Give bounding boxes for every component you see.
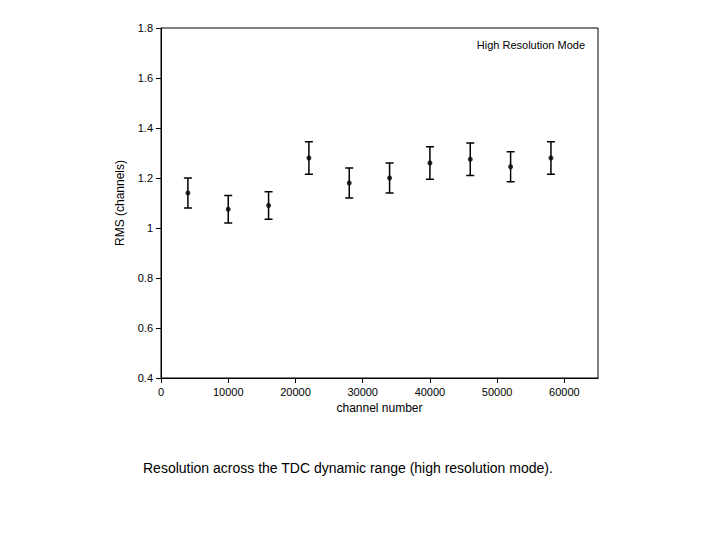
svg-text:40000: 40000	[415, 386, 446, 398]
svg-text:1.4: 1.4	[138, 122, 153, 134]
svg-text:30000: 30000	[347, 386, 378, 398]
svg-text:60000: 60000	[549, 386, 580, 398]
svg-text:50000: 50000	[482, 386, 513, 398]
svg-text:0.4: 0.4	[138, 372, 153, 384]
svg-text:1.2: 1.2	[138, 172, 153, 184]
svg-text:RMS (channels): RMS (channels)	[113, 160, 127, 246]
svg-text:1.6: 1.6	[138, 72, 153, 84]
svg-text:0.6: 0.6	[138, 322, 153, 334]
svg-text:1.8: 1.8	[138, 22, 153, 34]
svg-text:10000: 10000	[213, 386, 244, 398]
svg-text:Resolution across the TDC dyna: Resolution across the TDC dynamic range …	[143, 460, 553, 476]
svg-text:0.8: 0.8	[138, 272, 153, 284]
svg-text:20000: 20000	[280, 386, 311, 398]
svg-text:0: 0	[158, 386, 164, 398]
svg-text:channel number: channel number	[336, 401, 422, 415]
svg-text:1: 1	[147, 222, 153, 234]
svg-text:High Resolution Mode: High Resolution Mode	[477, 39, 585, 51]
